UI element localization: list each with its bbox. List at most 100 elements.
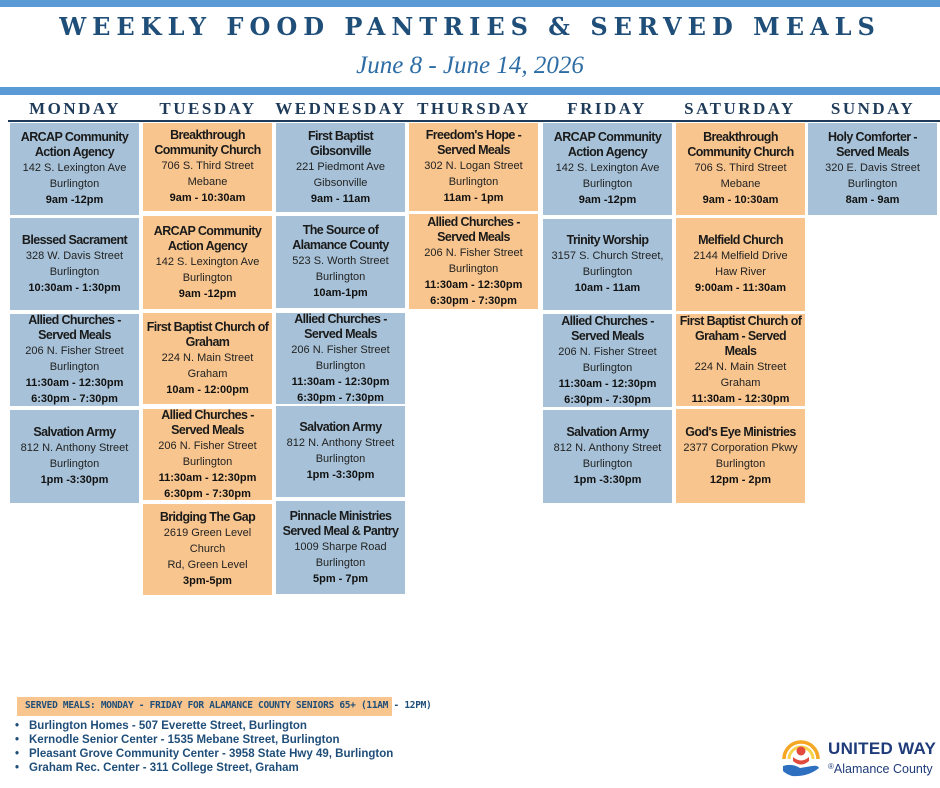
pantry-address-line: Burlington (315, 556, 366, 569)
pantry-address-line: 3157 S. Church Street, (551, 250, 664, 262)
pantry-card: Melfield Church 2144 Melfield Drive Haw Ri… (676, 218, 805, 311)
pantry-card: Breakthrough Community Church 706 S. Thir… (143, 123, 272, 211)
pantry-card: First Baptist Church of Graham 224 N. Mai… (143, 313, 272, 404)
pantry-hours: 6:30pm - 7:30pm (297, 391, 384, 404)
pantry-card: Allied Churches - Served Meals 206 N. Fis… (10, 314, 139, 406)
pantry-hours: 10:30am - 1:30pm (28, 281, 121, 294)
pantry-address-line: 2144 Melfield Drive (693, 250, 788, 262)
pantry-hours: 1pm -3:30pm (306, 469, 375, 481)
pantry-hours: 9am - 10:30am (702, 194, 779, 206)
pantry-name: ARCAP Community Action Agency (553, 130, 662, 159)
pantry-card: ARCAP Community Action Agency 142 S. Lexi… (543, 123, 672, 215)
pantry-card: Holy Comforter - Served Meals 320 E. Davi… (808, 123, 937, 215)
pantry-name: First Baptist Church of Graham (146, 319, 269, 349)
pantry-address-line: Burlington (315, 271, 366, 283)
pantry-address-line: Burlington (182, 271, 233, 284)
pantry-name: Breakthrough Community Church (154, 128, 261, 157)
pantry-hours: 12pm - 2pm (709, 473, 772, 486)
pantry-address-line: 706 S. Third Street (694, 162, 787, 174)
header-divider-bar (0, 87, 940, 95)
pantry-name: Salvation Army (33, 425, 116, 439)
pantry-card: Salvation Army 812 N. Anthony Street Burli… (10, 410, 139, 503)
pantry-address-line: Graham (720, 376, 761, 389)
pantry-card: Allied Churches - Served Meals 206 N. Fis… (143, 409, 272, 500)
pantry-name: First Baptist Gibsonville (307, 128, 374, 158)
pantry-address-line: Burlington (847, 178, 898, 190)
logo-title: UNITED WAY (828, 739, 937, 758)
pantry-name: Blessed Sacrament (21, 232, 128, 247)
pantry-name: Allied Churches - Served Meals (161, 409, 254, 437)
pantry-address-line: 206 N. Fisher Street (25, 345, 124, 357)
pantry-address-line: 206 N. Fisher Street (424, 246, 523, 259)
pantry-address-line: 142 S. Lexington Ave (555, 162, 660, 174)
pantry-name: ARCAP Community Action Agency (153, 223, 262, 253)
pantry-address-line: 706 S. Third Street (161, 160, 254, 172)
pantry-hours: 11:30am - 12:30pm (158, 471, 257, 484)
pantry-card: Salvation Army 812 N. Anthony Street Burli… (543, 410, 672, 503)
pantry-hours: 9am -12pm (178, 287, 237, 300)
served-meals-site: • Pleasant Grove Community Center - 3958 … (15, 748, 394, 760)
served-meals-site: • Graham Rec. Center - 311 College Street… (15, 762, 299, 774)
pantry-card: First Baptist Church of Graham - Served … (676, 314, 805, 406)
pantry-card: First Baptist Gibsonville 221 Piedmont Av… (276, 123, 405, 212)
pantry-name: Melfield Church (698, 233, 783, 247)
pantry-name: Bridging The Gap (159, 510, 256, 524)
top-accent-bar (0, 0, 940, 7)
pantry-hours: 10am - 11am (574, 282, 641, 294)
pantry-hours: 6:30pm - 7:30pm (564, 393, 651, 406)
pantry-address-line: 224 N. Main Street (161, 351, 254, 364)
pantry-address-line: Burlington (582, 178, 633, 190)
pantry-hours: 1pm -3:30pm (573, 474, 642, 486)
united-way-logo: UNITED WAY ®Alamance County (778, 735, 938, 781)
pantry-hours: 6:30pm - 7:30pm (31, 393, 118, 405)
pantry-address-line: 812 N. Anthony Street (20, 442, 129, 454)
pantry-address-line: Burlington (582, 361, 633, 374)
pantry-card: Bridging The Gap 2619 Green Level Church R… (143, 504, 272, 595)
day-header-thursday: THURSDAY (407, 99, 541, 122)
pantry-address-line: Burlington (448, 262, 499, 275)
pantry-name: Salvation Army (566, 425, 649, 439)
pantry-name: Allied Churches - Served Meals (561, 314, 654, 343)
pantry-address-line: Burlington (49, 178, 100, 190)
pantry-address-line: 2377 Corporation Pkwy (683, 441, 798, 454)
day-header-saturday: SATURDAY (673, 99, 807, 122)
pantry-address-line: 302 N. Logan Street (424, 160, 523, 172)
pantry-card: ARCAP Community Action Agency 142 S. Lexi… (143, 216, 272, 309)
bullet-icon: • (15, 734, 20, 746)
pantry-address-line: 1009 Sharpe Road (294, 540, 387, 553)
pantry-card: Allied Churches - Served Meals 206 N. Fis… (409, 214, 538, 309)
served-meals-site: • Kernodle Senior Center - 1535 Mebane St… (15, 734, 340, 746)
pantry-address-line: 328 W. Davis Street (25, 249, 124, 262)
day-header-tuesday: TUESDAY (141, 99, 275, 122)
day-header-wednesday: WEDNESDAY (274, 99, 408, 122)
pantry-name: Allied Churches - Served Meals (28, 314, 121, 342)
pantry-name: Trinity Worship (566, 233, 649, 247)
pantry-address-line: Mebane (187, 176, 228, 188)
pantry-hours: 11:30am - 12:30pm (424, 278, 523, 291)
pantry-hours: 1pm -3:30pm (40, 474, 109, 486)
pantry-address-line: Burlington (182, 455, 233, 468)
pantry-address-line: Burlington (315, 453, 366, 465)
pantry-hours: 9am -12pm (578, 194, 637, 206)
pantry-hours: 11am - 1pm (443, 192, 504, 204)
pantry-address-line: 320 E. Davis Street (825, 162, 920, 174)
pantry-hours: 10am - 12:00pm (166, 383, 249, 396)
pantry-card: Pinnacle Ministries Served Meal & Pantry… (276, 501, 405, 594)
bullet-icon: • (15, 748, 20, 760)
served-meals-banner: SERVED MEALS: MONDAY - FRIDAY FOR ALAMAN… (17, 697, 432, 716)
pantry-address-line: Burlington (49, 361, 100, 373)
pantry-hours: 6:30pm - 7:30pm (164, 487, 251, 500)
pantry-name: Freedom's Hope - Served Meals (425, 128, 522, 157)
pantry-address-line: 523 S. Worth Street (292, 255, 389, 267)
pantry-address-line: 206 N. Fisher Street (558, 345, 657, 358)
page-title: WEEKLY FOOD PANTRIES & SERVED MEALS (59, 12, 881, 41)
pantry-name: The Source of Alamance County (292, 223, 389, 252)
pantry-card: Allied Churches - Served Meals 206 N. Fis… (276, 313, 405, 404)
bullet-icon: • (15, 720, 20, 732)
pantry-address-line: Haw River (715, 266, 766, 278)
pantry-card: ARCAP Community Action Agency 142 S. Lexi… (10, 123, 139, 215)
pantry-name: Allied Churches - Served Meals (427, 214, 520, 244)
pantry-card: Breakthrough Community Church 706 S. Thir… (676, 123, 805, 215)
pantry-address-line: Burlington (49, 265, 100, 278)
pantry-address-line: Burlington (715, 457, 766, 470)
